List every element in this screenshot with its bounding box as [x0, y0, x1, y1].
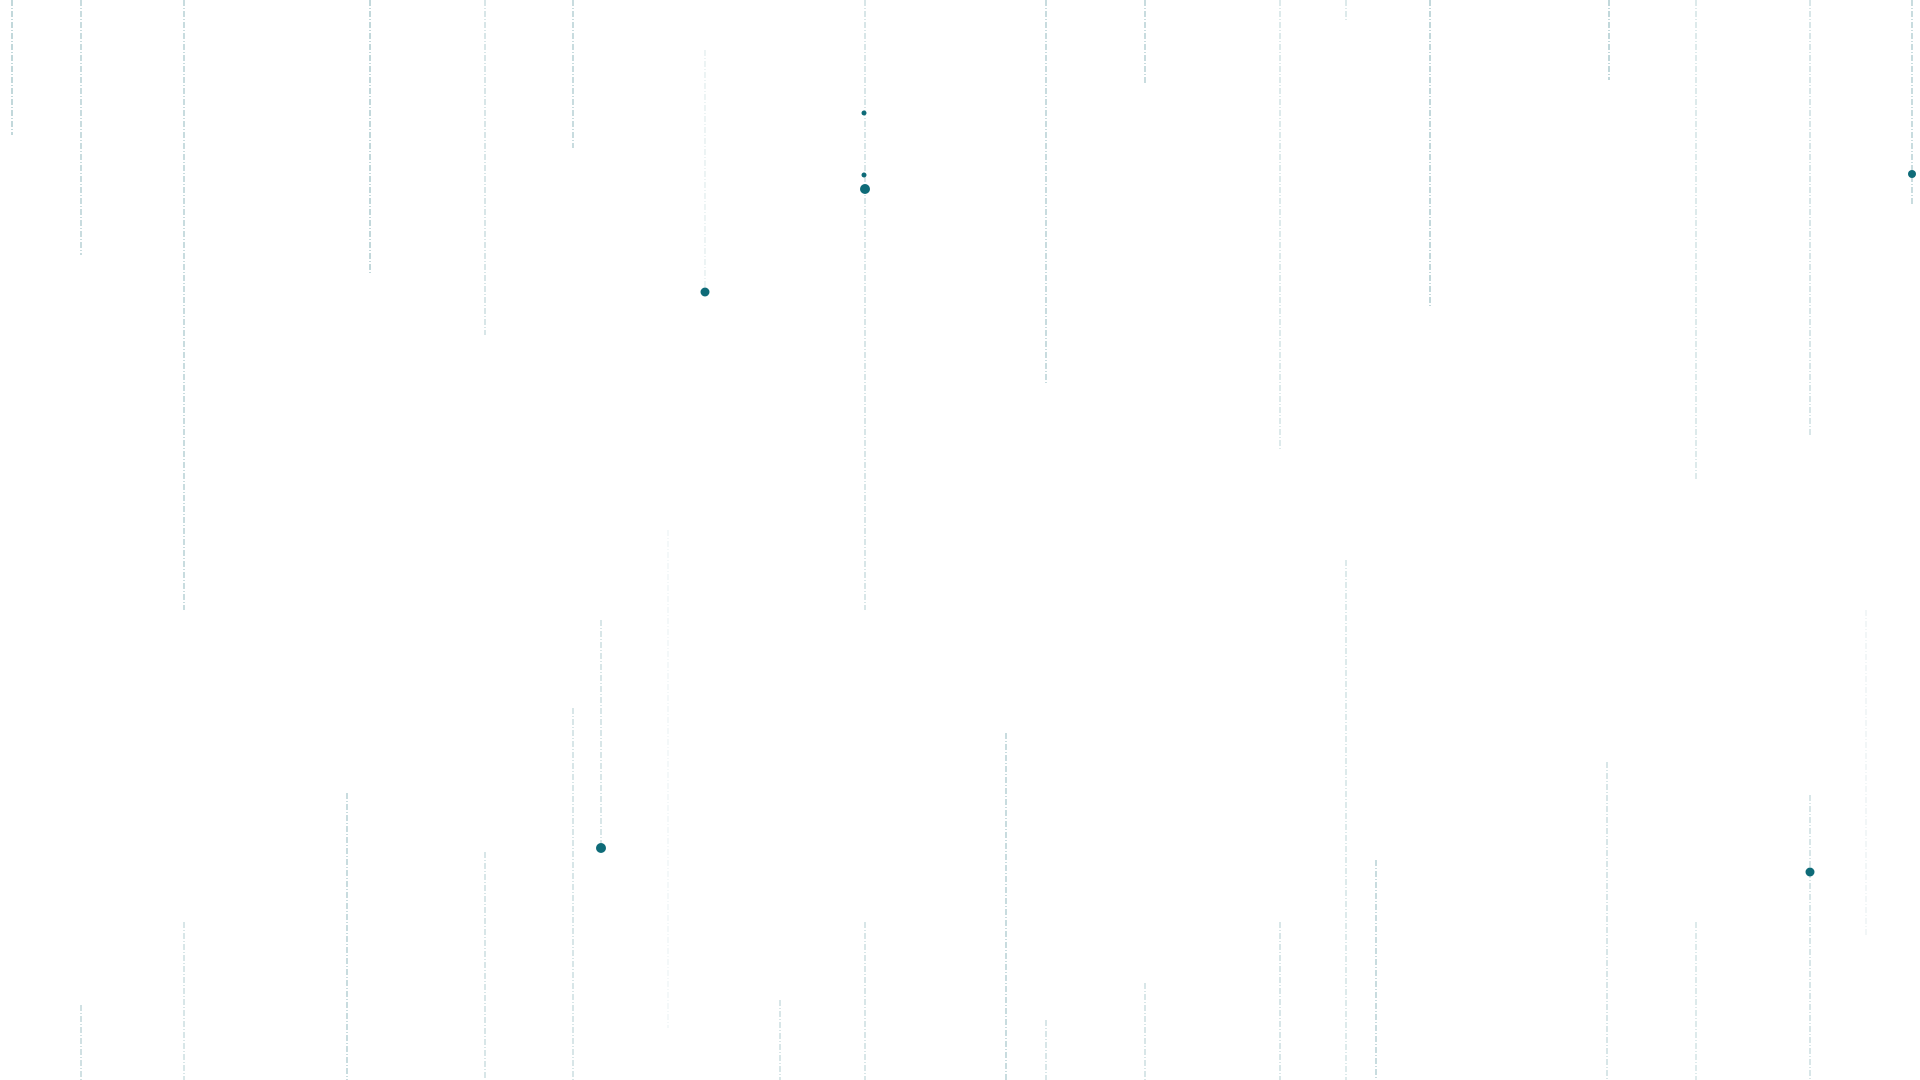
drip-dot	[1908, 170, 1916, 178]
drip-dot	[1805, 867, 1815, 877]
drip-dot	[596, 843, 606, 853]
drip-dot	[861, 110, 867, 116]
drip-dot	[861, 172, 867, 178]
drip-dot	[700, 287, 710, 297]
drip-dot	[860, 184, 870, 194]
